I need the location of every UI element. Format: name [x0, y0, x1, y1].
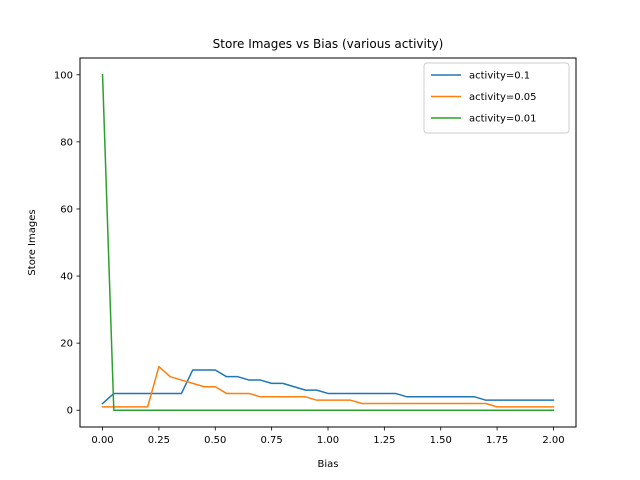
series-line-2	[101, 73, 555, 411]
legend-label-2: activity=0.01	[469, 114, 537, 125]
x-tick-label: 0.00	[91, 435, 113, 446]
y-tick-label: 0	[67, 406, 73, 417]
chart-title: Store Images vs Bias (various activity)	[213, 37, 444, 51]
x-tick-label: 2.00	[542, 435, 564, 446]
x-tick-label: 0.25	[148, 435, 170, 446]
legend-label-0: activity=0.1	[469, 71, 530, 82]
y-tick-label: 40	[60, 272, 73, 283]
x-axis: 0.00 0.25 0.50 0.75 1.00 1.25 1.50 1.75 2.00	[91, 427, 565, 446]
series-line-0	[101, 369, 555, 405]
x-tick-label: 1.00	[317, 435, 339, 446]
x-tick-label: 1.25	[373, 435, 395, 446]
y-tick-label: 80	[60, 137, 73, 148]
legend-label-1: activity=0.05	[469, 92, 537, 103]
series-line-1	[101, 365, 555, 408]
x-tick-label: 0.50	[204, 435, 226, 446]
legend-box	[423, 62, 570, 134]
y-tick-label: 60	[60, 204, 73, 215]
y-axis: 0 20 40 60 80 100	[54, 70, 80, 417]
plot-lines	[101, 73, 555, 411]
legend: activity=0.1 activity=0.05 activity=0.01	[423, 62, 570, 134]
y-tick-label: 20	[60, 339, 73, 350]
x-tick-label: 1.75	[486, 435, 508, 446]
y-axis-label: Store Images	[27, 209, 38, 275]
y-tick-label: 100	[54, 70, 73, 81]
x-tick-label: 1.50	[430, 435, 452, 446]
x-axis-label: Bias	[318, 459, 339, 470]
x-tick-label: 0.75	[261, 435, 283, 446]
